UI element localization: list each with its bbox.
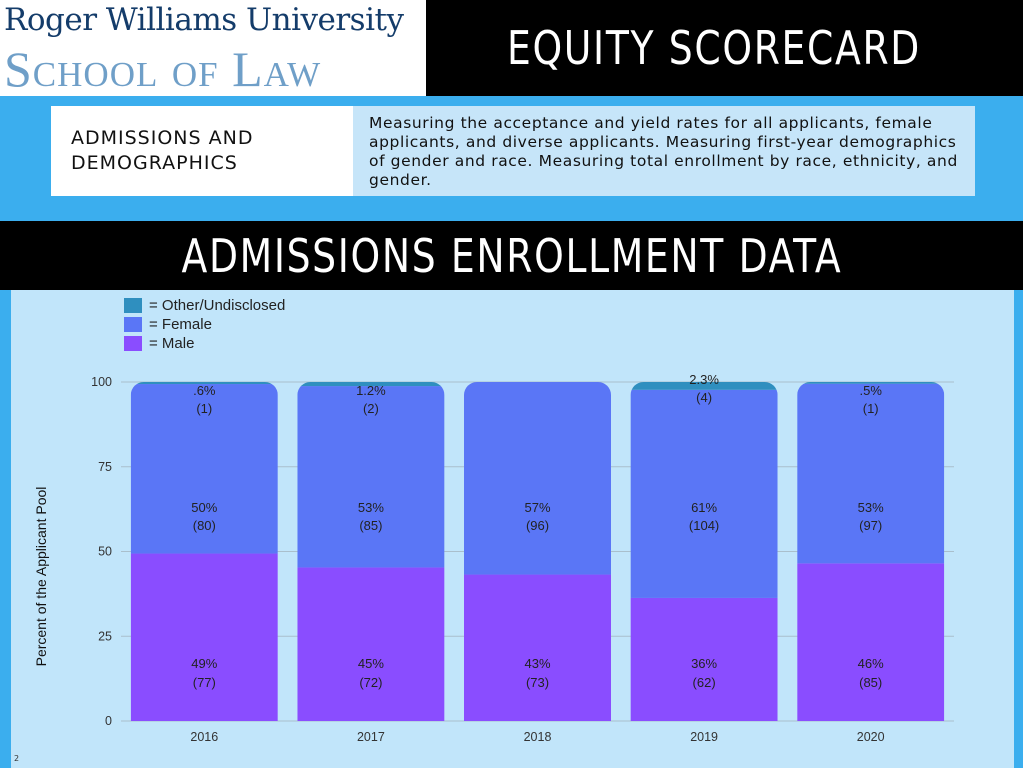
data-label-female-pct-2018: 57%: [524, 500, 550, 515]
y-tick-label-25: 25: [98, 629, 112, 643]
bar-stack-2017: [297, 382, 445, 721]
data-label-other-pct-2019: 2.3%: [689, 372, 719, 387]
data-label-male-pct-2019: 36%: [691, 656, 717, 671]
chart-legend: = Other/Undisclosed = Female = Male: [124, 296, 285, 353]
legend-swatch-other: [124, 298, 142, 313]
data-label-female-pct-2017: 53%: [358, 500, 384, 515]
bar-female-2016: [130, 384, 278, 554]
bar-female-2020: [797, 383, 945, 564]
data-label-male-pct-2018: 43%: [524, 656, 550, 671]
y-tick-label-75: 75: [98, 460, 112, 474]
y-axis-title: Percent of the Applicant Pool: [33, 487, 49, 667]
legend-label-female: = Female: [149, 316, 212, 333]
bar-other-2020: [797, 382, 945, 384]
bar-stack-2019: [630, 382, 778, 721]
data-label-other-count-2019: (4): [696, 390, 712, 405]
bar-other-2017: [297, 382, 445, 387]
y-tick-label-50: 50: [98, 545, 112, 559]
data-label-female-pct-2016: 50%: [191, 500, 217, 515]
bar-female-2017: [297, 386, 445, 568]
section-title-band: ADMISSIONS ENROLLMENT DATA: [0, 221, 1023, 290]
data-label-female-count-2016: (80): [193, 518, 216, 533]
y-tick-label-100: 100: [91, 375, 112, 389]
data-label-male-count-2020: (85): [859, 675, 882, 690]
info-box: ADMISSIONS AND DEMOGRAPHICS Measuring th…: [51, 106, 975, 196]
x-tick-label-2020: 2020: [857, 730, 885, 744]
x-tick-label-2017: 2017: [357, 730, 385, 744]
data-label-female-pct-2020: 53%: [858, 500, 884, 515]
legend-label-other: = Other/Undisclosed: [149, 297, 286, 314]
university-logo: Roger Williams University School of Law: [0, 0, 426, 96]
bar-male-2016: [130, 553, 278, 721]
info-description: Measuring the acceptance and yield rates…: [369, 114, 958, 189]
section-title: ADMISSIONS ENROLLMENT DATA: [181, 228, 842, 283]
data-label-other-count-2017: (2): [363, 401, 379, 416]
legend-item-female: = Female: [124, 315, 285, 334]
data-label-other-pct-2020: .5%: [859, 383, 882, 398]
data-label-male-count-2019: (62): [693, 675, 716, 690]
bar-male-2019: [630, 597, 778, 721]
bar-other-2019: [630, 382, 778, 390]
bar-male-2020: [797, 563, 945, 721]
bar-female-2018: [464, 382, 611, 575]
data-label-male-count-2016: (77): [193, 675, 216, 690]
legend-swatch-female: [124, 317, 142, 332]
data-label-male-pct-2017: 45%: [358, 656, 384, 671]
bar-female-2019: [630, 389, 778, 598]
x-tick-label-2018: 2018: [524, 730, 552, 744]
data-label-female-pct-2019: 61%: [691, 500, 717, 515]
legend-swatch-male: [124, 336, 142, 351]
x-tick-label-2016: 2016: [190, 730, 218, 744]
page-title: EQUITY SCORECARD: [507, 21, 921, 75]
data-label-male-pct-2016: 49%: [191, 656, 217, 671]
info-label: ADMISSIONS AND DEMOGRAPHICS: [51, 106, 353, 196]
bar-stack-2020: [797, 382, 945, 721]
data-label-female-count-2018: (96): [526, 518, 549, 533]
logo-university-name: Roger Williams University: [4, 2, 404, 38]
data-label-other-count-2020: (1): [863, 401, 879, 416]
legend-label-male: = Male: [149, 335, 195, 352]
legend-item-other: = Other/Undisclosed: [124, 296, 285, 315]
logo-school-name: School of Law: [4, 41, 322, 97]
x-tick-label-2019: 2019: [690, 730, 718, 744]
bar-male-2018: [464, 574, 611, 721]
y-tick-label-0: 0: [105, 714, 112, 728]
slide-number: 2: [14, 754, 20, 763]
data-label-other-pct-2017: 1.2%: [356, 383, 386, 398]
bar-stack-2016: [130, 382, 278, 721]
data-label-female-count-2020: (97): [859, 518, 882, 533]
data-label-other-pct-2016: .6%: [193, 383, 216, 398]
data-label-female-count-2017: (85): [359, 518, 382, 533]
data-label-male-count-2018: (73): [526, 675, 549, 690]
bar-stack-2018: [464, 382, 611, 721]
data-label-other-count-2016: (1): [196, 401, 212, 416]
data-label-female-count-2019: (104): [689, 518, 719, 533]
bar-male-2017: [297, 567, 445, 721]
legend-item-male: = Male: [124, 334, 285, 353]
bar-other-2016: [130, 382, 278, 385]
data-label-male-pct-2020: 46%: [858, 656, 884, 671]
data-label-male-count-2017: (72): [359, 675, 382, 690]
